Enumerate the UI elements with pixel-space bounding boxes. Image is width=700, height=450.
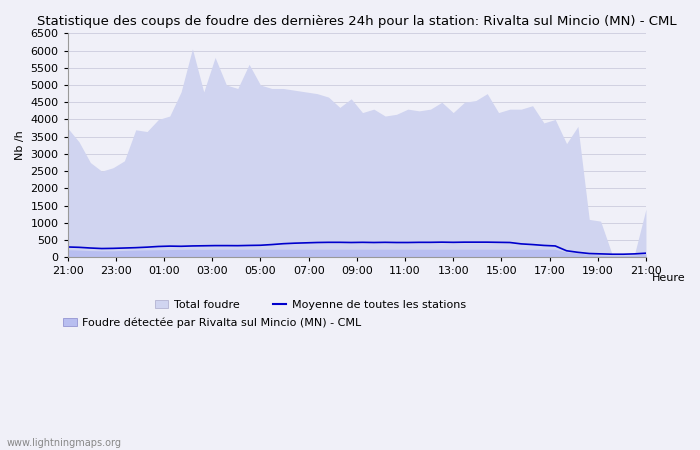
Y-axis label: Nb /h: Nb /h [15,130,25,160]
Title: Statistique des coups de foudre des dernières 24h pour la station: Rivalta sul M: Statistique des coups de foudre des dern… [37,15,677,28]
Text: Heure: Heure [652,273,685,283]
Text: www.lightningmaps.org: www.lightningmaps.org [7,438,122,448]
Legend: Foudre détectée par Rivalta sul Mincio (MN) - CML: Foudre détectée par Rivalta sul Mincio (… [59,313,366,333]
